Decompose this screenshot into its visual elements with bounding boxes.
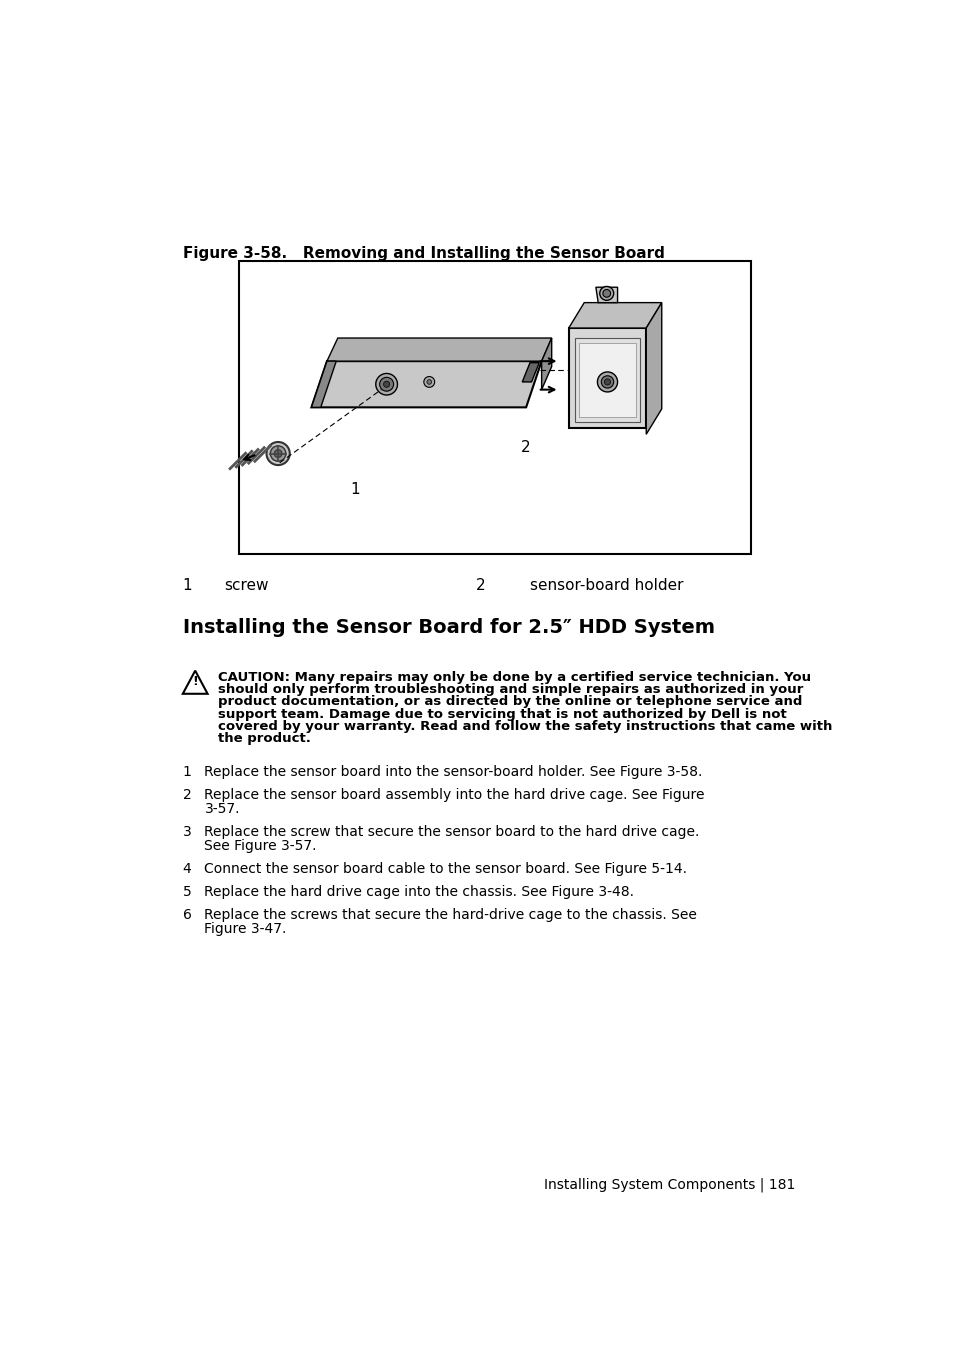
Circle shape [274, 450, 282, 458]
Polygon shape [311, 362, 335, 408]
Text: support team. Damage due to servicing that is not authorized by Dell is not: support team. Damage due to servicing th… [218, 708, 786, 720]
Text: covered by your warranty. Read and follow the safety instructions that came with: covered by your warranty. Read and follo… [218, 720, 832, 733]
Text: 3-57.: 3-57. [204, 802, 240, 815]
Text: the product.: the product. [218, 733, 311, 745]
Text: Connect the sensor board cable to the sensor board. See Figure 5-14.: Connect the sensor board cable to the se… [204, 861, 687, 876]
Polygon shape [645, 303, 661, 435]
Text: Replace the screw that secure the sensor board to the hard drive cage.: Replace the screw that secure the sensor… [204, 825, 700, 838]
Polygon shape [327, 338, 551, 362]
Text: sensor-board holder: sensor-board holder [530, 578, 682, 593]
Circle shape [427, 379, 431, 385]
Text: See Figure 3-57.: See Figure 3-57. [204, 838, 316, 853]
Text: Figure 3-47.: Figure 3-47. [204, 922, 287, 936]
Text: Installing System Components | 181: Installing System Components | 181 [543, 1178, 794, 1192]
Text: 1: 1 [183, 765, 192, 779]
Polygon shape [311, 362, 541, 408]
Text: Replace the sensor board into the sensor-board holder. See Figure 3-58.: Replace the sensor board into the sensor… [204, 765, 702, 779]
Bar [239, 261, 750, 554]
Text: 2: 2 [476, 578, 485, 593]
Text: CAUTION: Many repairs may only be done by a certified service technician. You: CAUTION: Many repairs may only be done b… [218, 670, 811, 684]
Circle shape [599, 287, 613, 301]
Polygon shape [575, 338, 639, 422]
Polygon shape [578, 344, 636, 417]
Circle shape [600, 376, 613, 389]
Text: Replace the screws that secure the hard-drive cage to the chassis. See: Replace the screws that secure the hard-… [204, 907, 697, 922]
Polygon shape [596, 287, 617, 303]
Text: !: ! [193, 674, 198, 688]
Text: Replace the sensor board assembly into the hard drive cage. See Figure: Replace the sensor board assembly into t… [204, 788, 704, 802]
Polygon shape [183, 670, 208, 693]
Text: 5: 5 [183, 884, 192, 899]
Text: 2: 2 [520, 440, 530, 455]
Text: Figure 3-58.   Removing and Installing the Sensor Board: Figure 3-58. Removing and Installing the… [183, 245, 664, 260]
Circle shape [379, 378, 394, 391]
Text: 1: 1 [183, 578, 193, 593]
Polygon shape [568, 328, 645, 428]
Circle shape [375, 374, 397, 395]
Text: product documentation, or as directed by the online or telephone service and: product documentation, or as directed by… [218, 696, 802, 708]
Text: 1: 1 [350, 482, 359, 497]
Text: Replace the hard drive cage into the chassis. See Figure 3-48.: Replace the hard drive cage into the cha… [204, 884, 634, 899]
Polygon shape [568, 303, 661, 328]
Polygon shape [541, 338, 551, 390]
Circle shape [604, 379, 610, 385]
Circle shape [602, 290, 610, 298]
Text: should only perform troubleshooting and simple repairs as authorized in your: should only perform troubleshooting and … [218, 682, 803, 696]
Text: 4: 4 [183, 861, 192, 876]
Text: screw: screw [224, 578, 268, 593]
Text: 3: 3 [183, 825, 192, 838]
Polygon shape [521, 363, 538, 382]
Circle shape [266, 441, 290, 464]
Text: 6: 6 [183, 907, 192, 922]
Circle shape [270, 445, 286, 462]
Circle shape [597, 372, 617, 391]
Text: Installing the Sensor Board for 2.5″ HDD System: Installing the Sensor Board for 2.5″ HDD… [183, 619, 714, 638]
Circle shape [383, 382, 390, 387]
Circle shape [423, 376, 435, 387]
Text: 2: 2 [183, 788, 192, 802]
